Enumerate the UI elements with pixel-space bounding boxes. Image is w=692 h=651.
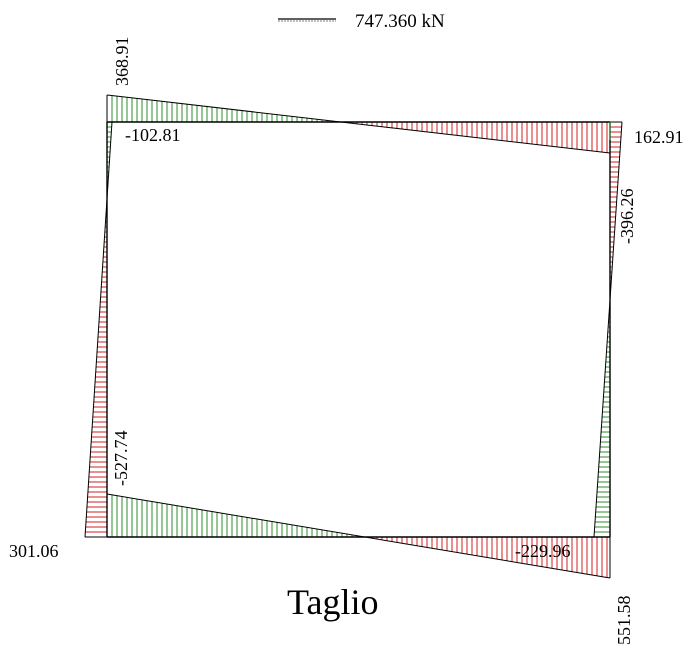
- value-label-bottom-left: 301.06: [9, 541, 59, 561]
- shear-fill-layer: [84, 94, 623, 579]
- legend-label: 747.360 kN: [355, 11, 445, 32]
- value-label-top-right: 162.91: [634, 127, 684, 147]
- bottom-beam-diagram-edge: [106, 493, 611, 579]
- value-label-top-left: 368.91: [112, 37, 132, 87]
- left-column-diagram-edge: [84, 121, 113, 538]
- value-label-top-left-inner: -102.81: [125, 125, 181, 145]
- legend: 747.360 kN: [278, 11, 445, 32]
- value-label-bottom-right: 551.58: [614, 596, 634, 646]
- value-label-bottom-right-inner: -229.96: [515, 541, 571, 561]
- value-label-left-bottom: -527.74: [111, 431, 131, 487]
- value-label-right-top: -396.26: [617, 189, 637, 245]
- right-column-diagram-edge: [593, 121, 623, 538]
- top-beam-diagram-edge: [106, 94, 611, 154]
- diagram-title: Taglio: [287, 582, 378, 622]
